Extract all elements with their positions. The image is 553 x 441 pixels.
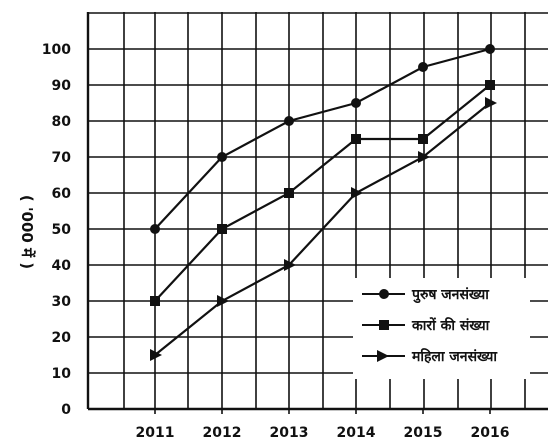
data-point [485,80,495,90]
x-tick-label: 2015 [404,425,443,441]
y-tick-label: 70 [52,150,72,166]
y-tick-label: 40 [52,258,72,274]
x-tick-label: 2014 [337,425,376,441]
x-tick-label: 2012 [203,425,242,441]
data-point [418,62,428,72]
legend: पुरुष जनसंख्या कारों की संख्या महिला जनसंख… [353,278,530,379]
y-tick-label: 100 [42,42,71,58]
data-point [418,134,428,144]
series-group [150,97,497,361]
legend-marker [379,289,389,299]
x-tick-label: 2013 [270,425,309,441]
data-point [217,295,229,307]
data-point [351,98,361,108]
series-line [154,47,491,230]
data-point [418,151,430,163]
legend-marker [379,320,389,330]
data-point [284,259,296,271]
data-point [351,134,361,144]
y-axis-label: ( '000 में ) [18,195,36,269]
y-tick-label: 10 [52,366,72,382]
series-line [154,102,491,356]
data-point [217,224,227,234]
data-point [217,152,227,162]
chart-axes [86,12,548,414]
data-point [485,44,495,54]
data-point [351,187,363,199]
y-tick-label: 50 [52,222,72,238]
y-tick-label: 80 [52,114,72,130]
x-tick-label: 2016 [471,425,510,441]
y-tick-label: 30 [52,294,72,310]
data-point [284,116,294,126]
x-tick-label: 2011 [136,425,175,441]
y-tick-label: 60 [52,186,72,202]
series-line [154,84,491,302]
y-tick-label: 0 [61,402,71,418]
y-tick-label: 90 [52,78,72,94]
data-point [150,296,160,306]
legend-label: कारों की संख्या [411,317,491,334]
data-point [485,97,497,109]
data-point [150,349,162,361]
x-tick-labels: 2011 2012 2013 2014 2015 2016 [136,425,510,441]
y-tick-labels: 0 10 20 30 40 50 60 70 80 90 100 [42,42,71,418]
legend-marker [377,350,389,362]
series-group [150,44,495,234]
data-point [150,224,160,234]
legend-label: महिला जनसंख्या [411,348,498,365]
y-tick-label: 20 [52,330,72,346]
data-point [284,188,294,198]
chart-series [150,44,497,361]
legend-label: पुरुष जनसंख्या [411,287,490,304]
series-group [150,80,495,306]
